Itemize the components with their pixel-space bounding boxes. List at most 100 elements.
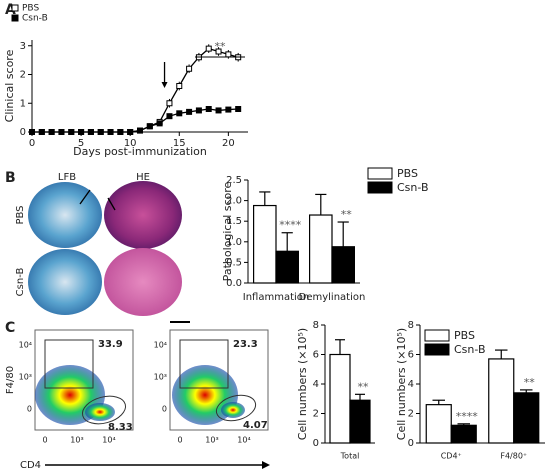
legend-swatch bbox=[367, 181, 393, 194]
micrographs: LFB HE PBS Csn-B bbox=[15, 172, 190, 323]
marker bbox=[186, 65, 193, 72]
y-tick-label: 2.0 bbox=[226, 196, 242, 207]
flow-x-tick: 10³ bbox=[205, 436, 218, 445]
annotation: ** bbox=[341, 208, 353, 221]
x-tick-label: Inflammation bbox=[243, 292, 309, 303]
flow-y-label: F4/80 bbox=[5, 366, 16, 394]
legend-label: PBS bbox=[22, 4, 39, 14]
marker bbox=[68, 129, 75, 135]
bar bbox=[450, 424, 477, 444]
image-row-label: Csn-B bbox=[15, 268, 26, 297]
legend-swatch bbox=[424, 329, 450, 342]
legend-marker bbox=[11, 4, 19, 12]
marker bbox=[48, 129, 55, 135]
x-tick-label: Total bbox=[340, 452, 360, 461]
marker bbox=[195, 107, 202, 114]
y-tick-label: 6 bbox=[408, 350, 414, 361]
y-tick-label: 2 bbox=[20, 70, 26, 81]
series-line bbox=[32, 108, 239, 133]
flow-x-tick: 10⁴ bbox=[237, 436, 250, 445]
y-tick-label: 0 bbox=[20, 127, 26, 138]
panel-label: C bbox=[5, 320, 15, 336]
image-row-label: PBS bbox=[15, 205, 26, 224]
image-column-label: LFB bbox=[58, 172, 76, 183]
series-line bbox=[32, 47, 239, 133]
legend-label: Csn-B bbox=[397, 181, 429, 194]
marker bbox=[29, 129, 35, 135]
marker bbox=[225, 106, 232, 113]
annotation: **** bbox=[456, 410, 479, 423]
x-tick-label: 5 bbox=[78, 138, 84, 149]
y-axis-label: Cell numbers (×10⁵) bbox=[395, 328, 408, 440]
y-tick-label: 1 bbox=[20, 98, 26, 109]
y-tick-label: 2 bbox=[408, 409, 414, 420]
panel-label: A bbox=[5, 2, 16, 18]
bar bbox=[253, 204, 277, 284]
y-tick-label: 6 bbox=[313, 350, 319, 361]
legend-swatch bbox=[424, 343, 450, 356]
marker bbox=[215, 107, 222, 114]
gate-value: 4.07 bbox=[243, 420, 268, 431]
flow-x-tick: 0 bbox=[177, 436, 182, 445]
legend-marker bbox=[11, 14, 19, 22]
marker bbox=[166, 100, 173, 107]
flow-y-tick: 10³ bbox=[154, 373, 167, 382]
bar bbox=[275, 250, 299, 284]
flow-y-tick: 0 bbox=[27, 405, 32, 414]
x-tick-label: 10 bbox=[124, 138, 137, 149]
legend-label: Csn-B bbox=[22, 14, 48, 24]
marker bbox=[235, 106, 242, 112]
legend-label: PBS bbox=[397, 167, 418, 180]
image-column-label: HE bbox=[136, 172, 150, 183]
y-tick-label: 8 bbox=[408, 320, 414, 331]
flow-x-label: CD4 bbox=[20, 460, 41, 471]
marker bbox=[205, 106, 212, 112]
marker bbox=[146, 123, 153, 130]
y-axis-label: Pathological score bbox=[221, 181, 234, 281]
bar bbox=[488, 358, 515, 444]
gate-value: 8.33 bbox=[108, 422, 133, 433]
y-tick-label: 8 bbox=[313, 320, 319, 331]
bar bbox=[349, 399, 371, 444]
flow-x-tick: 10⁴ bbox=[102, 436, 115, 445]
marker bbox=[78, 129, 85, 135]
legend-label: PBS bbox=[454, 329, 475, 342]
y-tick-label: 4 bbox=[313, 379, 319, 390]
x-tick-label: 0 bbox=[29, 138, 35, 149]
y-axis-label: Clinical score bbox=[3, 49, 16, 122]
x-tick-label: Demylination bbox=[299, 292, 366, 303]
marker bbox=[205, 45, 212, 52]
gate-value: 33.9 bbox=[98, 339, 123, 350]
marker bbox=[176, 110, 183, 117]
bar bbox=[309, 214, 333, 284]
bar bbox=[425, 404, 452, 444]
flow-y-tick: 10³ bbox=[19, 373, 32, 382]
flow-x-tick: 0 bbox=[42, 436, 47, 445]
bar bbox=[329, 353, 351, 444]
marker bbox=[215, 48, 222, 55]
y-tick-label: 0.0 bbox=[226, 278, 242, 289]
marker bbox=[87, 129, 94, 135]
y-tick-label: 4 bbox=[408, 379, 414, 390]
bar bbox=[513, 392, 540, 444]
flow-plots: 33.9 8.33 23.3 4.07 F4/80 CD4 bbox=[5, 329, 270, 471]
y-tick-label: 3 bbox=[20, 41, 26, 52]
marker bbox=[225, 51, 232, 58]
marker bbox=[156, 120, 163, 127]
x-tick-label: 15 bbox=[173, 138, 186, 149]
marker bbox=[117, 129, 124, 135]
y-tick-label: 0.5 bbox=[226, 257, 242, 268]
marker bbox=[97, 129, 104, 135]
marker bbox=[186, 108, 193, 115]
marker bbox=[38, 129, 45, 135]
gate-value: 23.3 bbox=[233, 339, 258, 350]
y-axis-label: Cell numbers (×10⁵) bbox=[296, 328, 309, 440]
marker bbox=[107, 129, 114, 135]
x-tick-label: F4/80⁺ bbox=[500, 452, 527, 461]
flow-x-tick: 10³ bbox=[70, 436, 83, 445]
flow-y-tick: 10⁴ bbox=[19, 341, 32, 350]
annotation: ** bbox=[358, 380, 370, 393]
annotation: ** bbox=[215, 40, 227, 53]
annotation: **** bbox=[279, 219, 302, 232]
panel-label: B bbox=[5, 170, 16, 186]
